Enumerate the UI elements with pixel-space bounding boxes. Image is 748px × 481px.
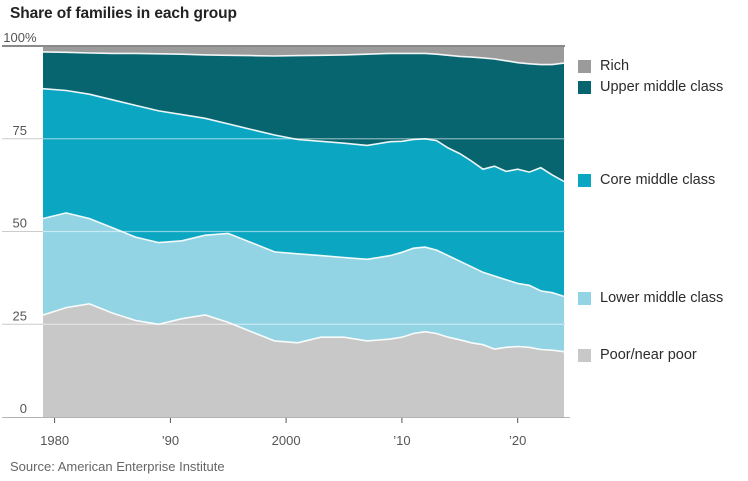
legend-label-core-middle-class: Core middle class bbox=[600, 172, 716, 188]
area-lower-middle-class bbox=[43, 212, 564, 352]
band-boundary-upper-middle-class bbox=[42, 51, 565, 66]
y-tick-label: 75 bbox=[13, 123, 27, 138]
y-tick-label: 25 bbox=[13, 308, 27, 323]
x-tick-label: 1980 bbox=[40, 433, 69, 448]
poor-near-poor-swatch-icon bbox=[578, 348, 591, 362]
core-middle-class-swatch-icon bbox=[578, 173, 591, 187]
band-boundary-core-middle-class bbox=[42, 87, 565, 183]
rich-swatch-icon bbox=[578, 59, 591, 73]
x-tick-label: 2000 bbox=[272, 433, 301, 448]
x-tick-label: ’10 bbox=[393, 433, 410, 448]
legend-item-poor-near-poor: Poor/near poor bbox=[578, 347, 697, 363]
source-note: Source: American Enterprise Institute bbox=[10, 459, 225, 474]
area-poor-near-poor bbox=[43, 303, 564, 417]
y-tick-label: 100% bbox=[3, 30, 37, 45]
legend: Rich Upper middle class Core middle clas… bbox=[578, 0, 748, 430]
band-boundary-lower-middle-class bbox=[42, 212, 565, 298]
chart-title: Share of families in each group bbox=[10, 5, 237, 22]
legend-label-upper-middle-class: Upper middle class bbox=[600, 79, 724, 95]
legend-item-lower-middle-class: Lower middle class bbox=[578, 290, 723, 306]
legend-item-upper-middle-class: Upper middle class bbox=[578, 79, 723, 95]
x-tick-label: ’20 bbox=[509, 433, 526, 448]
upper-middle-class-swatch-icon bbox=[578, 80, 591, 94]
legend-label-rich: Rich bbox=[600, 58, 630, 74]
legend-item-core-middle-class: Core middle class bbox=[578, 172, 715, 188]
x-tick-label: ’90 bbox=[162, 433, 179, 448]
stacked-area-chart: 1980 ’90 2000 ’10 ’20 0 25 50 75 100% bbox=[2, 30, 570, 448]
y-tick-label: 0 bbox=[20, 401, 27, 416]
area-upper-middle-class bbox=[43, 51, 564, 182]
lower-middle-class-swatch-icon bbox=[578, 291, 591, 305]
y-tick-label: 50 bbox=[13, 216, 27, 231]
legend-label-poor-near-poor: Poor/near poor bbox=[600, 347, 697, 363]
legend-item-rich: Rich bbox=[578, 58, 629, 74]
legend-label-lower-middle-class: Lower middle class bbox=[600, 290, 724, 306]
